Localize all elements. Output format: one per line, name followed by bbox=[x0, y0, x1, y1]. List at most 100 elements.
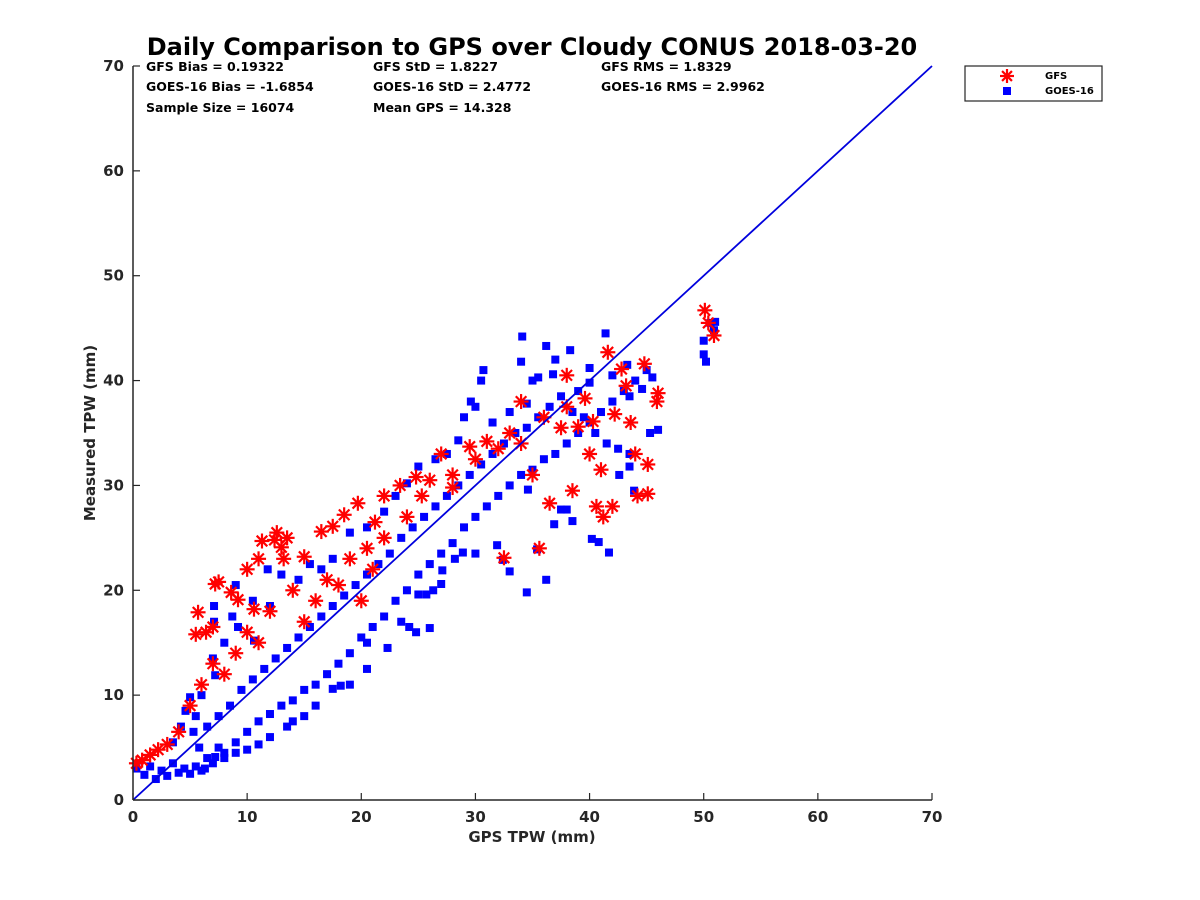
goes16-point bbox=[351, 581, 360, 590]
x-tick-label: 10 bbox=[237, 808, 258, 826]
gfs-point bbox=[570, 419, 586, 435]
gfs-point-stroke bbox=[415, 489, 428, 502]
gfs-point bbox=[230, 592, 246, 608]
gfs-point bbox=[353, 593, 369, 609]
gfs-point-stroke bbox=[191, 606, 205, 619]
goes16-point bbox=[458, 548, 467, 557]
gfs-point-stroke bbox=[199, 626, 213, 639]
goes16-point bbox=[208, 759, 217, 768]
goes16-point bbox=[505, 408, 514, 417]
gfs-point-stroke bbox=[320, 573, 334, 586]
goes16-point bbox=[494, 491, 503, 500]
gfs-point bbox=[531, 540, 547, 556]
goes16-point bbox=[557, 392, 566, 401]
axes: 0 10 20 30 40 50 60 70 0 10 20 30 40 50 60 70 bbox=[103, 57, 942, 826]
goes16-point bbox=[631, 376, 640, 385]
goes16-point bbox=[397, 533, 406, 542]
gfs-point bbox=[577, 390, 593, 406]
gfs-point bbox=[313, 524, 329, 540]
goes16-point bbox=[422, 590, 431, 599]
goes16-point bbox=[594, 538, 603, 547]
y-tick-label: 50 bbox=[103, 267, 124, 285]
chart-title: Daily Comparison to GPS over Cloudy CONU… bbox=[147, 33, 918, 61]
gfs-point-stroke bbox=[189, 628, 202, 641]
gfs-point-stroke bbox=[172, 725, 185, 738]
goes16-point bbox=[248, 596, 257, 605]
gfs-point-stroke bbox=[651, 387, 665, 400]
goes16-point bbox=[488, 418, 497, 427]
goes16-point bbox=[602, 439, 611, 448]
goes16-point bbox=[243, 727, 252, 736]
goes16-point bbox=[438, 566, 447, 575]
goes16-point bbox=[317, 565, 326, 574]
gfs-point bbox=[239, 624, 255, 640]
gfs-point bbox=[607, 406, 623, 422]
gfs-point bbox=[251, 635, 267, 651]
gfs-point bbox=[399, 509, 415, 525]
gfs-point bbox=[636, 356, 652, 372]
x-tick-label: 40 bbox=[579, 808, 600, 826]
goes16-point bbox=[608, 371, 617, 380]
goes16-point bbox=[638, 384, 647, 393]
goes16-point bbox=[300, 685, 309, 694]
goes16-point bbox=[210, 602, 219, 611]
gfs-point bbox=[600, 344, 616, 360]
goes16-point bbox=[385, 549, 394, 558]
goes16-point bbox=[189, 727, 198, 736]
gfs-point-stroke bbox=[394, 479, 407, 492]
gfs-point-stroke bbox=[225, 586, 238, 599]
gfs-point bbox=[408, 469, 424, 485]
goes16-point bbox=[195, 743, 204, 752]
goes16-point bbox=[562, 505, 571, 514]
goes16-point bbox=[431, 502, 440, 511]
goes16-point bbox=[345, 649, 354, 658]
goes16-point bbox=[517, 357, 526, 366]
gfs-point-stroke bbox=[351, 497, 364, 510]
goes16-point bbox=[454, 436, 463, 445]
gfs-point bbox=[414, 488, 430, 504]
goes16-point bbox=[228, 612, 237, 621]
goes16-point bbox=[549, 370, 558, 379]
goes16-point bbox=[157, 766, 166, 775]
gfs-point-stroke bbox=[409, 470, 423, 484]
x-tick-label: 30 bbox=[465, 808, 486, 826]
goes16-point bbox=[425, 624, 434, 633]
gfs-point-stroke bbox=[641, 458, 654, 471]
gfs-point bbox=[614, 361, 630, 377]
gfs-point bbox=[254, 533, 270, 549]
legend-gfs-marker-stroke bbox=[1001, 70, 1013, 82]
gfs-point-stroke bbox=[252, 552, 265, 565]
goes16-point bbox=[517, 470, 526, 479]
goes16-point bbox=[362, 638, 371, 647]
goes16-point bbox=[539, 455, 548, 464]
goes16-point bbox=[523, 485, 532, 494]
gfs-point-stroke bbox=[275, 541, 288, 554]
goes16-point bbox=[391, 596, 400, 605]
gfs-point bbox=[325, 518, 341, 534]
goes16-point bbox=[699, 350, 708, 359]
gfs-point-stroke bbox=[343, 552, 356, 565]
gfs-point-stroke bbox=[583, 447, 596, 461]
gfs-point-stroke bbox=[241, 563, 254, 576]
gfs-point-stroke bbox=[698, 304, 711, 317]
goes16-point bbox=[482, 502, 491, 511]
gfs-point-stroke bbox=[281, 531, 294, 544]
goes16-point bbox=[488, 449, 497, 458]
gfs-point bbox=[376, 530, 392, 546]
goes16-point bbox=[437, 549, 446, 558]
goes16-point bbox=[604, 548, 613, 557]
gfs-point bbox=[422, 472, 438, 488]
goes16-point bbox=[642, 366, 651, 375]
gfs-point bbox=[553, 420, 569, 436]
gfs-point-stroke bbox=[503, 426, 516, 440]
goes16-point bbox=[534, 373, 543, 382]
goes16-point bbox=[454, 481, 463, 490]
gfs-series bbox=[128, 302, 722, 771]
goes16-point bbox=[263, 565, 272, 574]
goes16-point bbox=[466, 397, 475, 406]
gfs-point bbox=[269, 525, 285, 541]
goes16-point bbox=[442, 491, 451, 500]
goes16-point bbox=[374, 560, 383, 569]
gfs-point-stroke bbox=[578, 392, 592, 405]
